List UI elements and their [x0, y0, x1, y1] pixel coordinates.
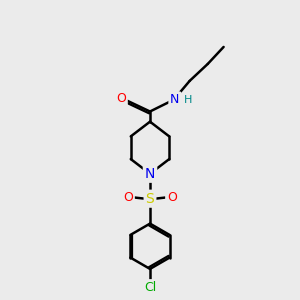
Text: N: N [170, 93, 180, 106]
Text: H: H [184, 95, 192, 105]
Text: N: N [145, 167, 155, 181]
Text: S: S [146, 192, 154, 206]
Text: O: O [123, 191, 133, 204]
Text: Cl: Cl [144, 281, 156, 294]
Text: O: O [116, 92, 126, 105]
Text: O: O [167, 191, 177, 204]
